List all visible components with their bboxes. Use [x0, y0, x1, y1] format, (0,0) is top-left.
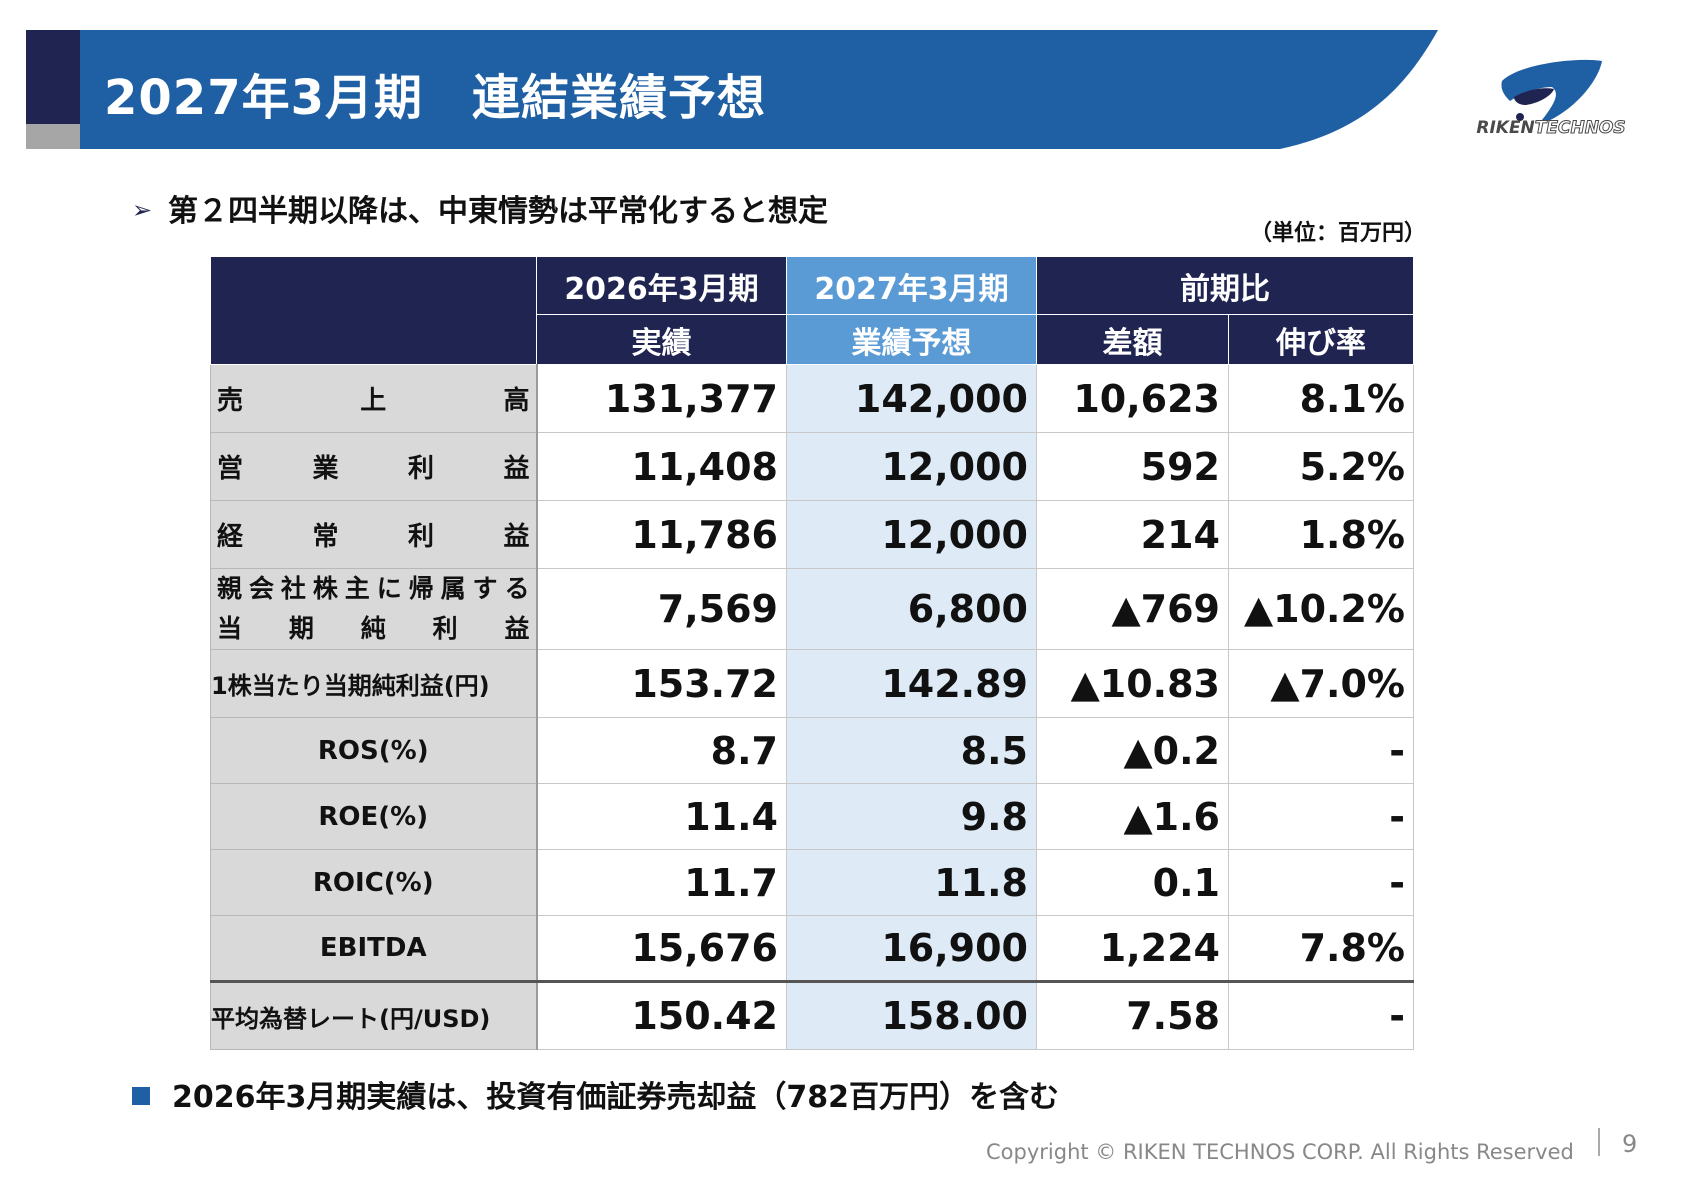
row-label-exchange-rate: 平均為替レート(円/USD) [210, 980, 538, 1050]
page-number: 9 [1622, 1130, 1638, 1158]
row-label-ros: ROS(%) [210, 717, 538, 784]
arrow-bullet-icon: ➢ [132, 196, 153, 224]
cell-forecast: 6,800 [786, 568, 1037, 650]
row-label-roic: ROIC(%) [210, 849, 538, 916]
cell-actual: 150.42 [536, 980, 787, 1050]
page-number-divider [1598, 1128, 1600, 1156]
company-logo-text: RIKENTECHNOS [1476, 118, 1626, 139]
cell-forecast: 11.8 [786, 849, 1037, 916]
cell-rate: 1.8% [1228, 500, 1414, 569]
cell-forecast: 16,900 [786, 915, 1037, 982]
forecast-table: 2026年3月期 2027年3月期 前期比 実績 業績予想 差額 伸び率 売上高… [210, 256, 1414, 1050]
copyright-text: Copyright © RIKEN TECHNOS CORP. All Righ… [986, 1140, 1574, 1164]
cell-rate: ▲10.2% [1228, 568, 1414, 650]
header-accent-navy [26, 30, 80, 124]
header-empty-cell [210, 256, 537, 365]
cell-rate: - [1228, 783, 1414, 850]
table-row: 経常利益 11,786 12,000 214 1.8% [210, 500, 1414, 569]
header-yoy: 前期比 [1036, 256, 1414, 315]
net-income-label-line2: 当期純利益 [217, 614, 530, 643]
header-forecast-period: 2027年3月期 [786, 256, 1037, 315]
row-label-roe: ROE(%) [210, 783, 538, 850]
cell-actual: 153.72 [536, 649, 787, 718]
cell-diff: 1,224 [1036, 915, 1229, 982]
cell-actual: 11.4 [536, 783, 787, 850]
cell-forecast: 12,000 [786, 432, 1037, 501]
row-label-ordinary-income: 経常利益 [210, 500, 538, 569]
cell-rate: - [1228, 849, 1414, 916]
table-row: 親会社株主に帰属する 当期純利益 7,569 6,800 ▲769 ▲10.2% [210, 568, 1414, 650]
cell-diff: 592 [1036, 432, 1229, 501]
cell-diff: ▲1.6 [1036, 783, 1229, 850]
row-label-sales: 売上高 [210, 364, 538, 433]
cell-diff: ▲0.2 [1036, 717, 1229, 784]
note-bullet: 2026年3月期実績は、投資有価証券売却益（782百万円）を含む [132, 1072, 1059, 1116]
cell-actual: 8.7 [536, 717, 787, 784]
cell-forecast: 158.00 [786, 980, 1037, 1050]
cell-rate: 5.2% [1228, 432, 1414, 501]
table-row: 平均為替レート(円/USD) 150.42 158.00 7.58 - [210, 980, 1414, 1050]
cell-forecast: 9.8 [786, 783, 1037, 850]
header-actual-period: 2026年3月期 [536, 256, 787, 315]
cell-forecast: 12,000 [786, 500, 1037, 569]
cell-actual: 7,569 [536, 568, 787, 650]
cell-forecast: 142,000 [786, 364, 1037, 433]
cell-diff: 214 [1036, 500, 1229, 569]
table-row: ROE(%) 11.4 9.8 ▲1.6 - [210, 783, 1414, 850]
cell-actual: 11.7 [536, 849, 787, 916]
cell-diff: 0.1 [1036, 849, 1229, 916]
cell-rate: ▲7.0% [1228, 649, 1414, 718]
table-row: 1株当たり当期純利益(円) 153.72 142.89 ▲10.83 ▲7.0% [210, 649, 1414, 718]
table-row: ROS(%) 8.7 8.5 ▲0.2 - [210, 717, 1414, 784]
cell-rate: - [1228, 717, 1414, 784]
net-income-label-line1: 親会社株主に帰属する [217, 574, 530, 603]
cell-forecast: 142.89 [786, 649, 1037, 718]
cell-actual: 11,786 [536, 500, 787, 569]
header-forecast-label: 業績予想 [786, 314, 1037, 365]
header-diff: 差額 [1036, 314, 1229, 365]
table-row: 営業利益 11,408 12,000 592 5.2% [210, 432, 1414, 501]
cell-actual: 131,377 [536, 364, 787, 433]
row-label-eps: 1株当たり当期純利益(円) [210, 649, 538, 718]
page-title: 2027年3月期 連結業績予想 [104, 70, 766, 126]
assumption-bullet: ➢ 第２四半期以降は、中東情勢は平常化すると想定 [132, 194, 828, 229]
header-rate: 伸び率 [1228, 314, 1414, 365]
cell-rate: - [1228, 980, 1414, 1050]
square-bullet-icon [132, 1087, 150, 1105]
company-logo-icon [1501, 59, 1602, 125]
cell-actual: 11,408 [536, 432, 787, 501]
table-row: 売上高 131,377 142,000 10,623 8.1% [210, 364, 1414, 433]
cell-actual: 15,676 [536, 915, 787, 982]
cell-forecast: 8.5 [786, 717, 1037, 784]
header-actual-label: 実績 [536, 314, 787, 365]
cell-diff: 10,623 [1036, 364, 1229, 433]
header-bar [80, 30, 1438, 149]
row-label-operating-income: 営業利益 [210, 432, 538, 501]
cell-diff: ▲769 [1036, 568, 1229, 650]
unit-note: （単位：百万円） [1250, 221, 1427, 246]
table-row: ROIC(%) 11.7 11.8 0.1 - [210, 849, 1414, 916]
row-label-net-income: 親会社株主に帰属する 当期純利益 [210, 568, 538, 650]
cell-rate: 7.8% [1228, 915, 1414, 982]
header-accent-gray [26, 124, 80, 149]
cell-diff: ▲10.83 [1036, 649, 1229, 718]
row-label-ebitda: EBITDA [210, 915, 538, 982]
cell-diff: 7.58 [1036, 980, 1229, 1050]
cell-rate: 8.1% [1228, 364, 1414, 433]
table-row: EBITDA 15,676 16,900 1,224 7.8% [210, 915, 1414, 982]
